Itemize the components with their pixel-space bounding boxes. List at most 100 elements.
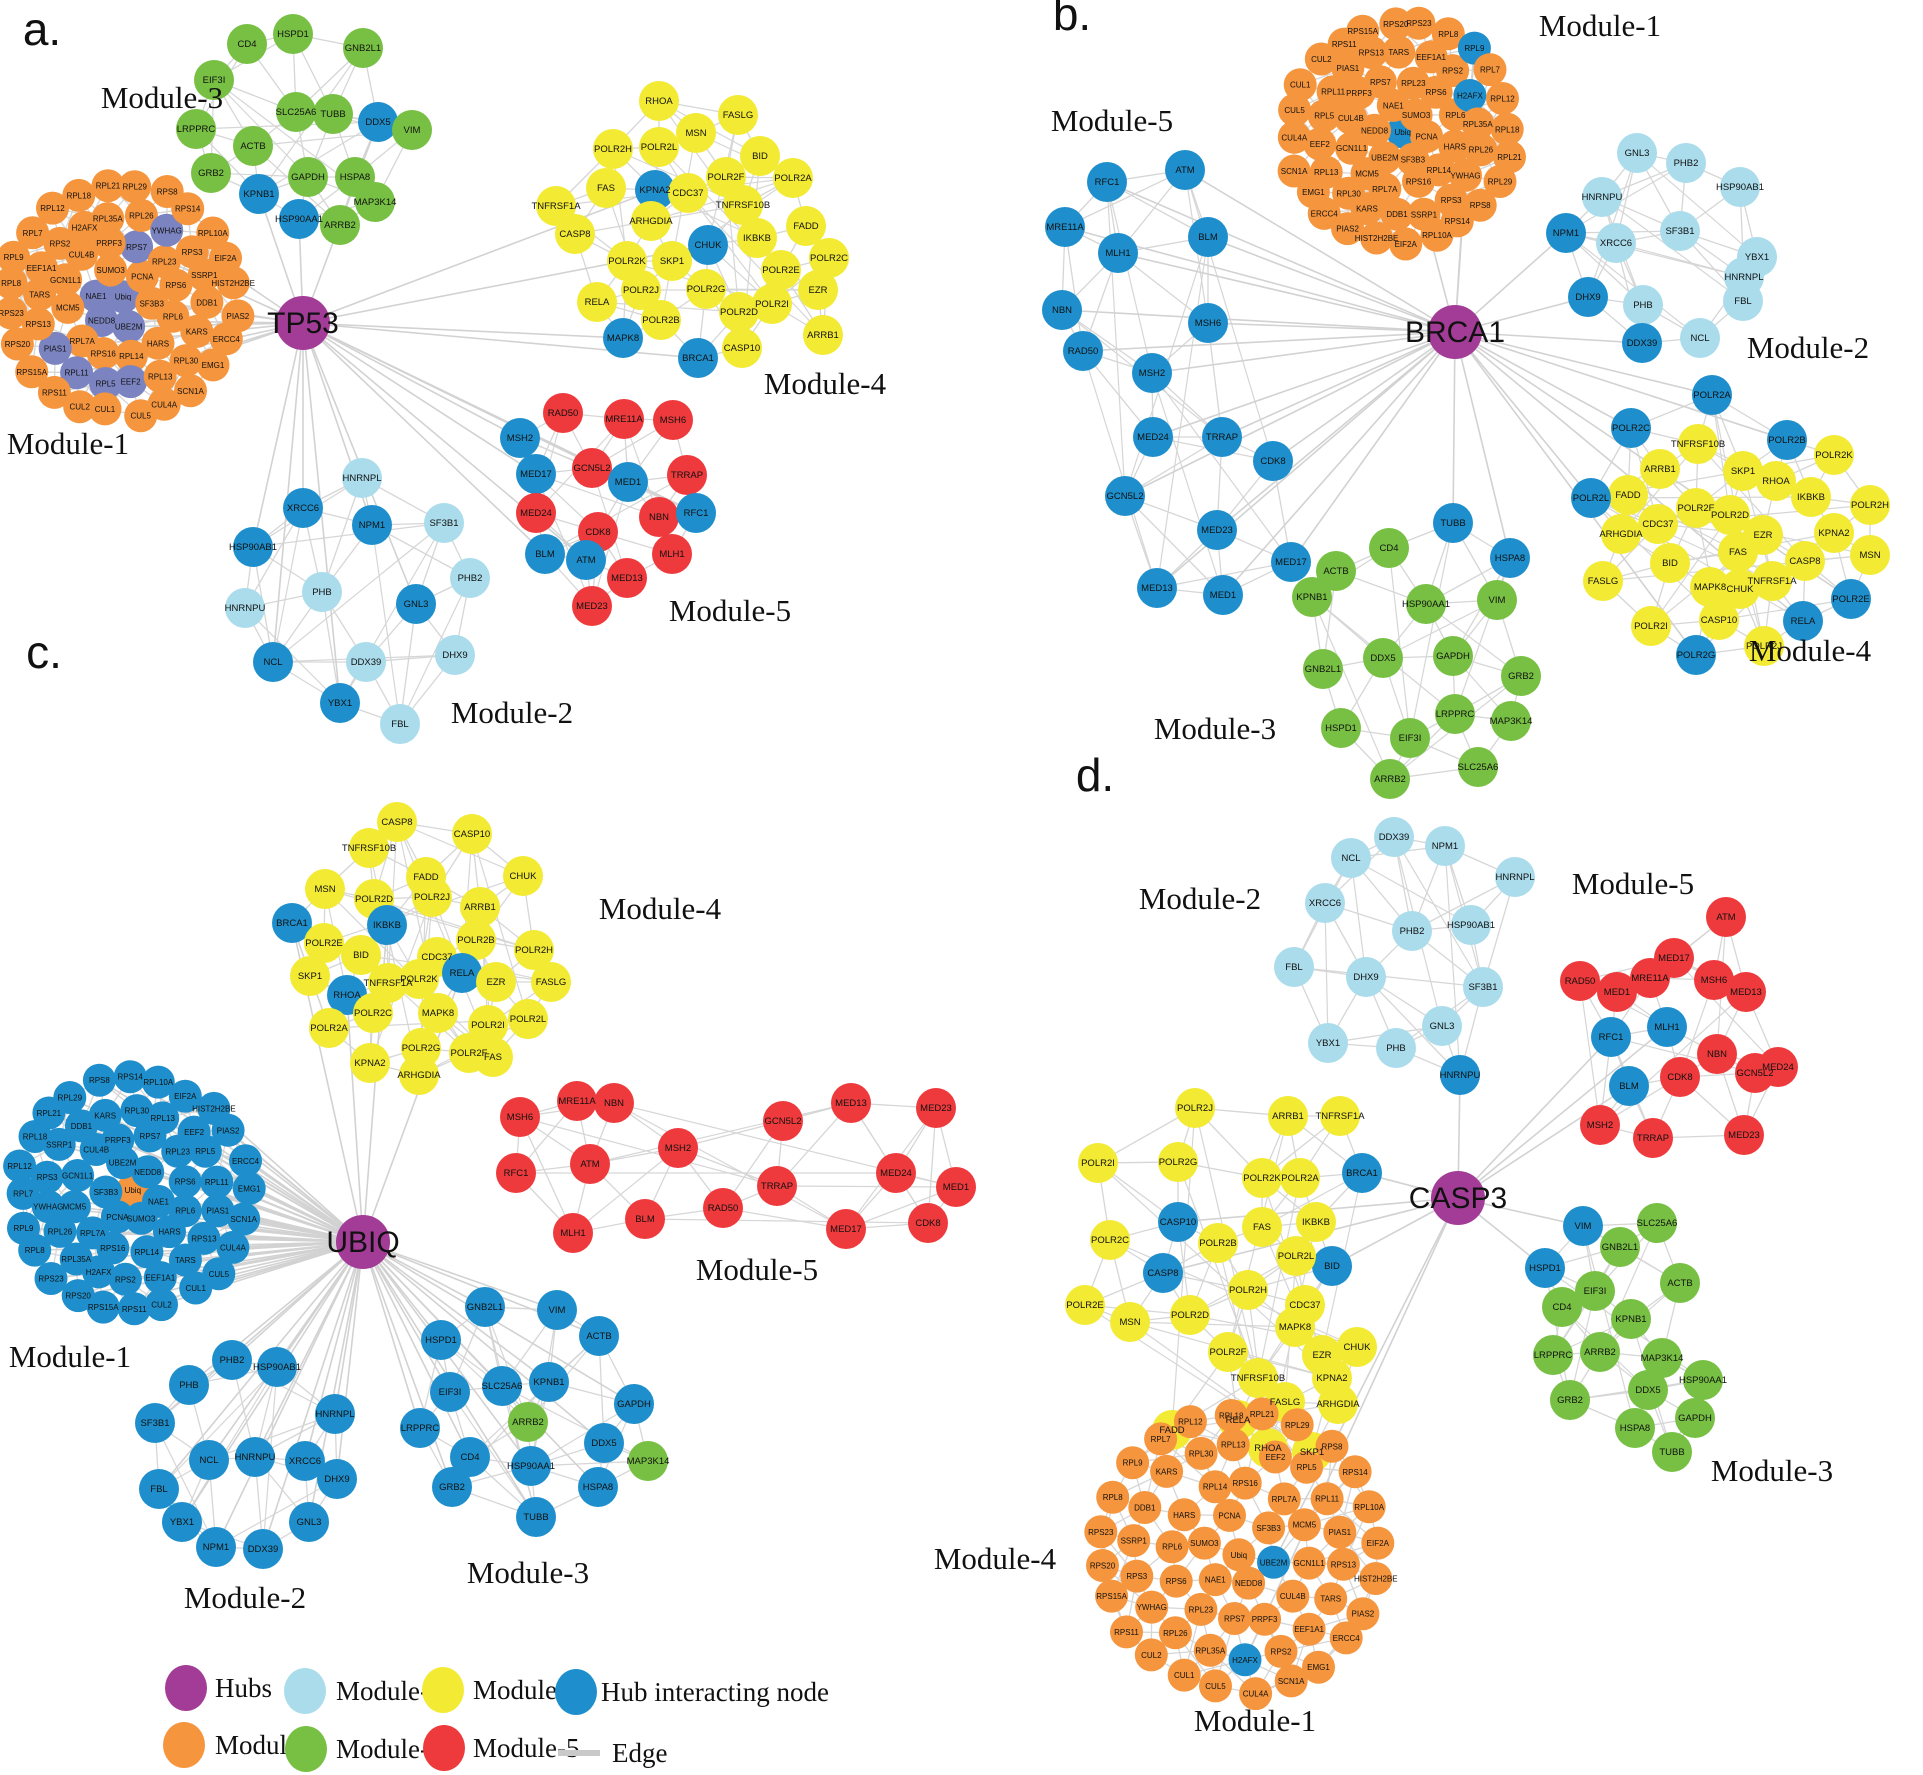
node-POLR2B[interactable] [456, 920, 496, 960]
node-RPL12[interactable] [36, 191, 69, 225]
node-ARHGDIA[interactable] [1601, 514, 1641, 554]
node-RPL13[interactable] [143, 359, 177, 393]
node-MCM5[interactable] [57, 1190, 91, 1224]
node-HSP90AA1[interactable] [1683, 1360, 1723, 1400]
node-RPL14[interactable] [130, 1235, 164, 1269]
node-MSN[interactable] [676, 113, 716, 153]
node-CDK8[interactable] [1253, 441, 1293, 481]
node-GCN1L1[interactable] [61, 1159, 95, 1192]
node-PIAS2[interactable] [1346, 1597, 1380, 1631]
node-RPL11[interactable] [1316, 75, 1350, 109]
node-POLR2E[interactable] [1065, 1285, 1105, 1325]
node-RPL30[interactable] [1332, 176, 1366, 210]
node-XRCC6[interactable] [1596, 223, 1636, 263]
node-RPL7[interactable] [1144, 1422, 1178, 1456]
node-RPS2[interactable] [108, 1262, 142, 1296]
node-BLM[interactable] [1188, 217, 1228, 257]
node-DDX39[interactable] [1622, 323, 1662, 363]
node-MRE11A[interactable] [604, 399, 644, 439]
node-HSPD1[interactable] [273, 14, 313, 54]
node-HSP90AA1[interactable] [1406, 584, 1446, 624]
node-RHOA[interactable] [639, 81, 679, 121]
node-MSN[interactable] [305, 869, 345, 909]
node-CUL1[interactable] [1167, 1658, 1201, 1692]
node-SSRP1[interactable] [1117, 1524, 1151, 1558]
node-PIAS1[interactable] [201, 1194, 235, 1228]
node-HARS[interactable] [1438, 129, 1472, 163]
node-GCN5L2[interactable] [1105, 476, 1145, 516]
node-RPS14[interactable] [1338, 1455, 1372, 1489]
node-EMG1[interactable] [196, 348, 230, 382]
node-BID[interactable] [740, 136, 780, 176]
node-TNFRSF10B[interactable] [723, 185, 763, 225]
node-CDC37[interactable] [1638, 504, 1678, 544]
node-CUL4A[interactable] [216, 1230, 250, 1264]
node-KPNA2[interactable] [350, 1043, 390, 1083]
node-MED1[interactable] [1203, 575, 1243, 615]
node-NBN[interactable] [594, 1083, 634, 1123]
node-FBL[interactable] [1723, 281, 1763, 321]
node-RPL10A[interactable] [141, 1065, 175, 1099]
node-POLR2I[interactable] [752, 284, 792, 324]
node-MED23[interactable] [916, 1088, 956, 1128]
node-MED13[interactable] [831, 1083, 871, 1123]
node-RPL26[interactable] [1464, 133, 1498, 167]
node-PHB[interactable] [169, 1365, 209, 1405]
node-EIF3I[interactable] [1575, 1271, 1615, 1311]
node-CHUK[interactable] [688, 225, 728, 265]
node-EZR[interactable] [476, 962, 516, 1002]
node-BRCA1[interactable] [272, 903, 312, 943]
node-ACTB[interactable] [1660, 1263, 1700, 1303]
node-RPS7[interactable] [120, 230, 154, 264]
node-ATM[interactable] [570, 1144, 610, 1184]
node-ARHGDIA[interactable] [1318, 1384, 1358, 1424]
node-ACTB[interactable] [579, 1316, 619, 1356]
node-EIF3I[interactable] [430, 1372, 470, 1412]
node-MED24[interactable] [516, 493, 556, 533]
node-NEDD8[interactable] [131, 1155, 165, 1189]
node-EIF3I[interactable] [194, 60, 234, 100]
node-RPS23[interactable] [0, 296, 28, 330]
node-UBE2M[interactable] [1257, 1545, 1290, 1579]
node-IKBKB[interactable] [367, 905, 407, 945]
node-RAD50[interactable] [1063, 331, 1103, 371]
node-DDB1[interactable] [1380, 197, 1414, 231]
hub-BRCA1[interactable] [1428, 305, 1482, 359]
node-NCL[interactable] [189, 1440, 229, 1480]
node-MAP3K14[interactable] [355, 182, 395, 222]
node-CASP10[interactable] [1699, 600, 1739, 640]
node-MAPK8[interactable] [418, 993, 458, 1033]
node-RPS13[interactable] [21, 307, 55, 341]
node-XRCC6[interactable] [285, 1441, 325, 1481]
node-TUBB[interactable] [516, 1497, 556, 1537]
node-HSPD1[interactable] [1525, 1248, 1565, 1288]
node-FAS[interactable] [586, 168, 626, 208]
node-POLR2G[interactable] [1676, 635, 1716, 675]
node-BLM[interactable] [625, 1199, 665, 1239]
node-NEDD8[interactable] [1232, 1566, 1266, 1600]
node-RPS15A[interactable] [86, 1290, 120, 1324]
node-RPL5[interactable] [89, 367, 123, 400]
node-GNL3[interactable] [396, 584, 436, 624]
node-RPS11[interactable] [1110, 1615, 1143, 1649]
node-SF3B1[interactable] [135, 1403, 175, 1443]
node-DDX39[interactable] [243, 1529, 283, 1569]
node-CUL1[interactable] [1283, 68, 1317, 102]
node-POLR2F[interactable] [1676, 488, 1716, 528]
node-GRB2[interactable] [1550, 1380, 1590, 1420]
node-RPL35A[interactable] [1461, 107, 1495, 141]
node-POLR2L[interactable] [639, 127, 679, 167]
node-EMG1[interactable] [232, 1171, 266, 1205]
node-POLR2D[interactable] [1170, 1295, 1210, 1335]
node-RPL29[interactable] [1280, 1408, 1314, 1442]
node-RPL26[interactable] [124, 198, 158, 232]
node-BRCA1[interactable] [1342, 1153, 1382, 1193]
node-MED1[interactable] [608, 462, 648, 502]
node-DDX5[interactable] [1363, 638, 1403, 678]
node-RPL7[interactable] [1473, 53, 1507, 87]
node-GCN5L2[interactable] [572, 448, 612, 488]
node-TNFRSF1A[interactable] [1320, 1096, 1360, 1136]
node-DHX9[interactable] [1346, 957, 1386, 997]
node-HSPA8[interactable] [1490, 538, 1530, 578]
node-RPL14[interactable] [1198, 1470, 1232, 1504]
